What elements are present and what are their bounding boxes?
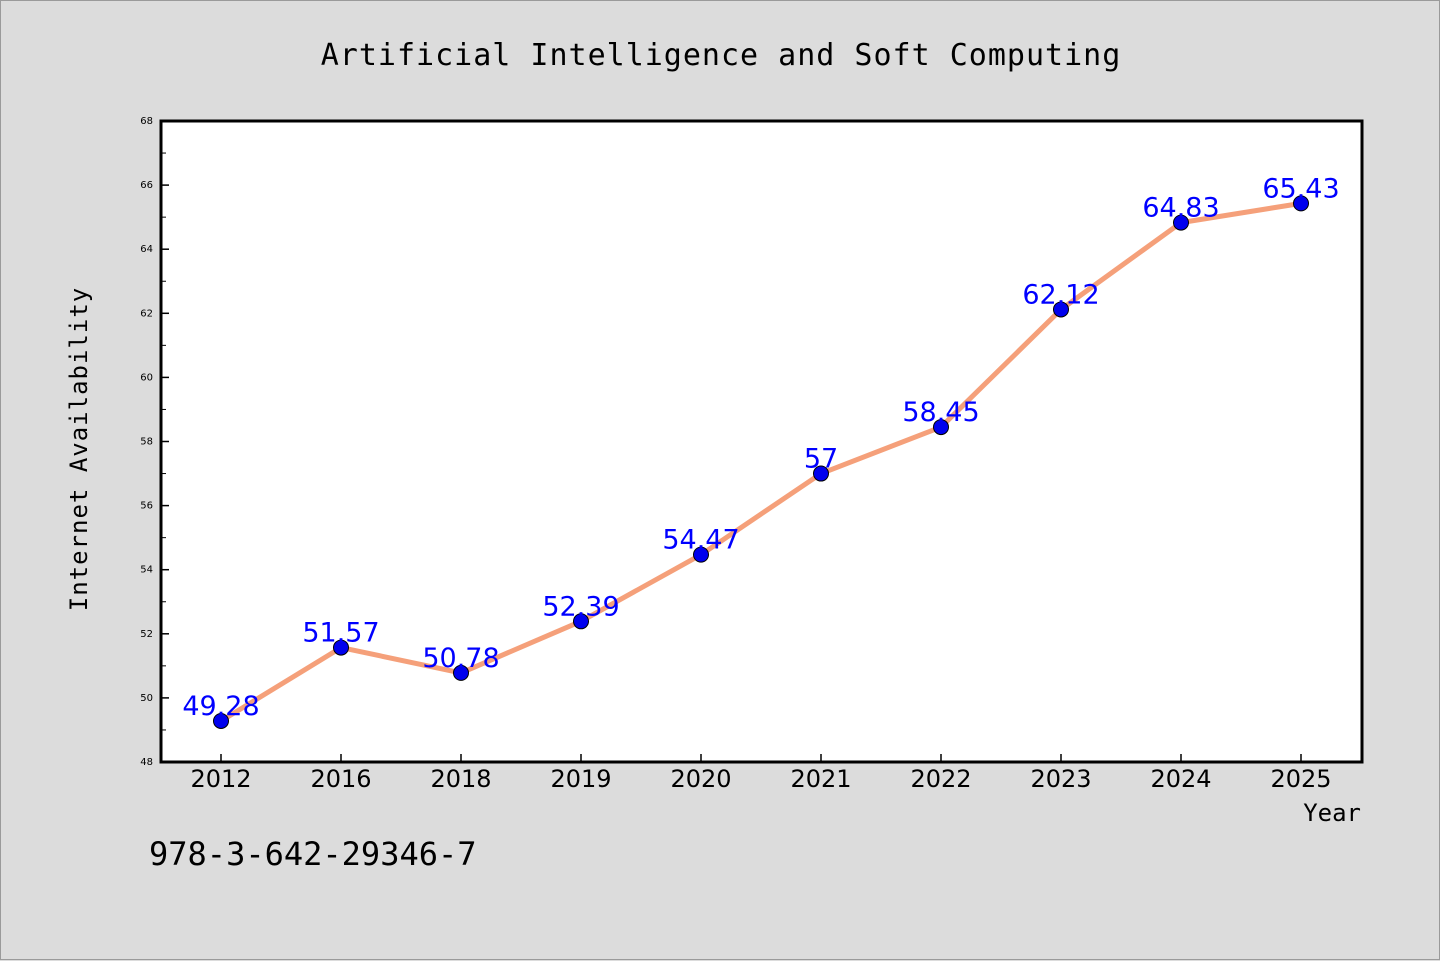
data-label: 58.45: [902, 397, 979, 428]
y-tick-label: 68: [140, 116, 153, 127]
data-label: 65.43: [1262, 173, 1339, 204]
series-line: [218, 200, 1304, 724]
plot-area: [159, 119, 1364, 764]
data-label: 57: [804, 444, 838, 475]
chart-title: Artificial Intelligence and Soft Computi…: [321, 38, 1122, 73]
x-tick-label: 2021: [790, 765, 851, 793]
y-tick-label: 56: [140, 501, 153, 512]
data-label: 52.39: [542, 591, 619, 622]
y-tick-label: 50: [140, 693, 153, 704]
data-point: [213, 712, 229, 729]
x-tick-label: 2025: [1270, 765, 1331, 793]
y-tick-label: 48: [140, 757, 153, 768]
y-axis-label: Internet Availability: [65, 287, 93, 611]
data-label: 51.57: [302, 618, 379, 649]
data-label: 54.47: [662, 525, 739, 556]
x-tick-label: 2020: [670, 765, 731, 793]
data-point: [933, 419, 949, 436]
y-tick-label: 64: [140, 244, 153, 255]
y-tick-label: 52: [140, 629, 153, 640]
x-axis-label: Year: [1303, 799, 1361, 827]
x-tick-label: 2016: [310, 765, 371, 793]
data-point: [1053, 301, 1069, 318]
data-point: [693, 546, 709, 563]
x-axis: 2012 2016 2018 2019 2020 2021 2022 2023 2024 2025: [190, 754, 1332, 793]
data-point: [453, 664, 469, 681]
y-tick-label: 58: [140, 437, 153, 448]
data-label: 50.78: [422, 643, 499, 674]
x-tick-label: 2019: [550, 765, 611, 793]
y-tick-label: 62: [140, 308, 153, 319]
y-tick-label: 60: [140, 372, 153, 383]
data-point: [333, 639, 349, 656]
y-tick-label: 54: [140, 565, 153, 576]
x-tick-label: 2023: [1030, 765, 1091, 793]
data-point: [573, 613, 589, 630]
isbn-annotation: 978-3-642-29346-7: [149, 835, 477, 873]
x-tick-label: 2024: [1150, 765, 1211, 793]
data-label: 64.83: [1142, 193, 1219, 224]
x-tick-label: 2012: [190, 765, 251, 793]
data-point: [1293, 195, 1309, 212]
data-label: 49.28: [182, 691, 259, 722]
x-tick-label: 2022: [910, 765, 971, 793]
y-tick-label: 66: [140, 180, 153, 191]
data-point: [813, 465, 829, 482]
data-label: 62.12: [1022, 279, 1099, 310]
series: 49.28 51.57 50.78 52.39 54.47 57 58.45 62.12 64.…: [182, 173, 1340, 729]
y-axis: 48 50 52 54 56 58 60 62 64 66 68: [140, 116, 169, 768]
data-point: [1173, 214, 1189, 231]
x-tick-label: 2018: [430, 765, 491, 793]
